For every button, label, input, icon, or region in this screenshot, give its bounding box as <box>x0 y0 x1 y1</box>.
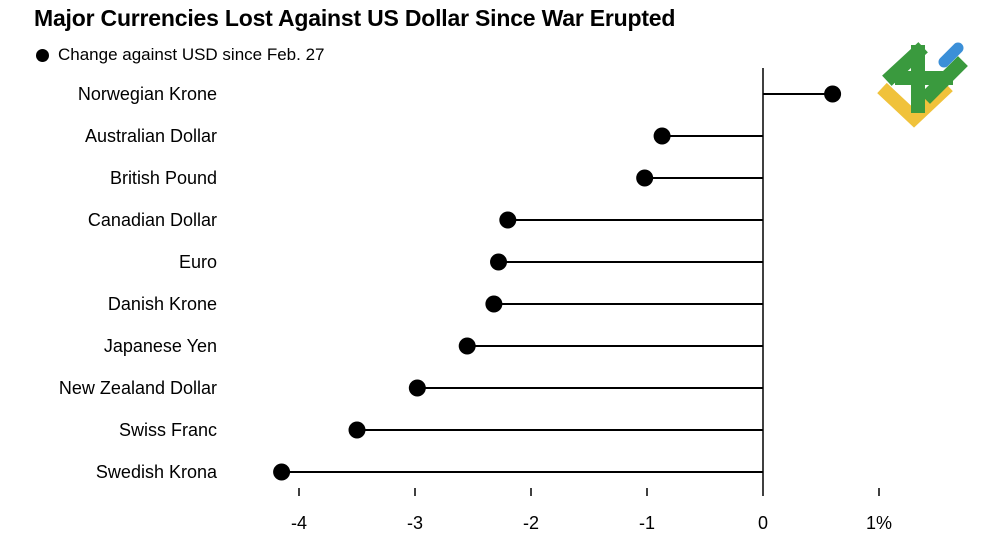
category-label-7: New Zealand Dollar <box>59 378 217 398</box>
dot-4 <box>490 253 508 271</box>
dot-6 <box>458 337 476 355</box>
dot-2 <box>636 169 654 187</box>
category-label-3: Canadian Dollar <box>88 210 217 230</box>
category-label-4: Euro <box>179 252 217 272</box>
category-label-6: Japanese Yen <box>104 336 217 356</box>
category-label-5: Danish Krone <box>108 294 217 314</box>
brand-logo <box>877 42 968 128</box>
dots-group <box>273 85 842 481</box>
x-tick-label-1: -3 <box>407 513 423 533</box>
category-label-1: Australian Dollar <box>85 126 217 146</box>
category-label-8: Swiss Franc <box>119 420 217 440</box>
x-tick-label-3: -1 <box>639 513 655 533</box>
category-labels-group: Norwegian Krone Australian Dollar British … <box>59 84 218 482</box>
category-label-0: Norwegian Krone <box>78 84 217 104</box>
dot-7 <box>408 379 426 397</box>
chart-title: Major Currencies Lost Against US Dollar … <box>34 5 676 31</box>
logo-green-mark <box>882 42 968 113</box>
legend-marker <box>36 48 49 62</box>
x-tick-label-4: 0 <box>758 513 768 533</box>
category-label-9: Swedish Krona <box>96 462 218 482</box>
dot-3 <box>499 211 517 229</box>
x-tick-label-5: 1% <box>866 513 892 533</box>
dot-9 <box>273 463 291 481</box>
dot-5 <box>485 295 503 313</box>
x-axis-group: -4 -3 -2 -1 0 1% <box>291 68 892 533</box>
x-tick-label-2: -2 <box>523 513 539 533</box>
dot-1 <box>653 127 671 145</box>
dot-0 <box>824 85 842 103</box>
dot-8 <box>348 421 366 439</box>
stems-group <box>281 93 833 473</box>
legend: Change against USD since Feb. 27 <box>36 45 325 65</box>
logo-blue-stroke <box>938 42 964 68</box>
category-label-2: British Pound <box>110 168 217 188</box>
legend-label: Change against USD since Feb. 27 <box>58 45 325 64</box>
x-tick-label-0: -4 <box>291 513 307 533</box>
